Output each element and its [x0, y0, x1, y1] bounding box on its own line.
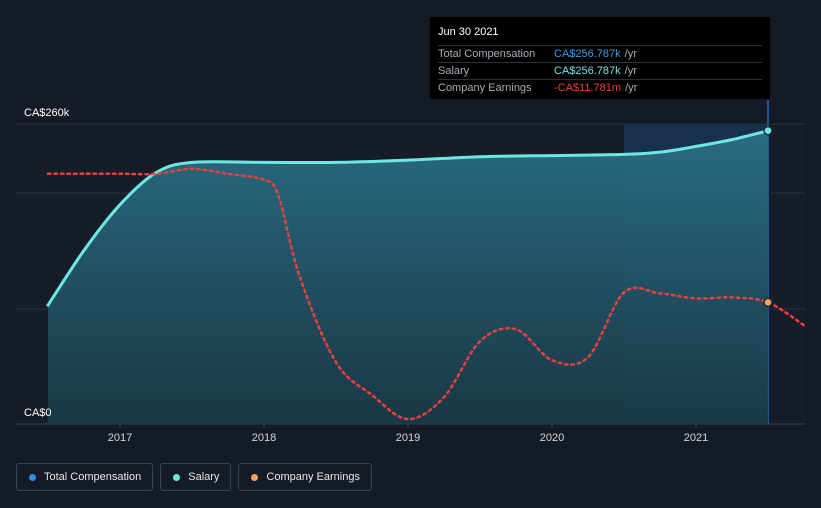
- tooltip-value: CA$256.787k: [554, 48, 621, 60]
- tooltip: Jun 30 2021 Total Compensation CA$256.78…: [430, 17, 770, 99]
- legend-dot-icon: [251, 473, 259, 481]
- company-earnings-marker: [763, 297, 773, 308]
- tooltip-unit: /yr: [625, 82, 638, 94]
- tooltip-value: -CA$11.781m: [554, 82, 622, 94]
- tooltip-label: Company Earnings: [438, 82, 532, 94]
- x-tick-label: 2018: [252, 432, 276, 444]
- legend-item-total-compensation[interactable]: Total Compensation: [16, 463, 154, 491]
- legend-item-salary[interactable]: Salary: [160, 463, 232, 491]
- legend-label: Salary: [188, 471, 220, 483]
- salary-marker: [763, 125, 773, 136]
- legend-label: Company Earnings: [266, 471, 360, 483]
- salary-line: [46, 129, 770, 307]
- legend-dot-icon: [173, 473, 181, 481]
- y-tick-label: CA$0: [24, 407, 52, 419]
- tooltip-row-salary: Salary CA$256.787k /yr: [438, 62, 762, 79]
- legend-label: Total Compensation: [44, 471, 142, 483]
- y-tick-label: CA$260k: [24, 107, 70, 119]
- tooltip-date: Jun 30 2021: [438, 26, 499, 38]
- x-tick-label: 2020: [540, 432, 564, 444]
- legend: Total Compensation Salary Company Earnin…: [16, 463, 372, 491]
- tooltip-unit: /yr: [624, 65, 637, 77]
- total-compensation-area: [48, 130, 768, 424]
- x-tick-label: 2017: [108, 432, 132, 444]
- legend-item-company-earnings[interactable]: Company Earnings: [238, 463, 372, 491]
- tooltip-label: Salary: [438, 65, 470, 77]
- x-tick-label: 2021: [684, 432, 708, 444]
- tooltip-value: CA$256.787k: [554, 65, 621, 77]
- tooltip-row-total: Total Compensation CA$256.787k /yr: [438, 45, 762, 62]
- tooltip-label: Total Compensation: [438, 48, 536, 60]
- legend-dot-icon: [29, 473, 36, 481]
- company-earnings-line: [46, 167, 806, 421]
- tooltip-unit: /yr: [624, 48, 637, 60]
- x-tick-label: 2019: [396, 432, 420, 444]
- tooltip-row-earnings: Company Earnings -CA$11.781m /yr: [438, 79, 762, 96]
